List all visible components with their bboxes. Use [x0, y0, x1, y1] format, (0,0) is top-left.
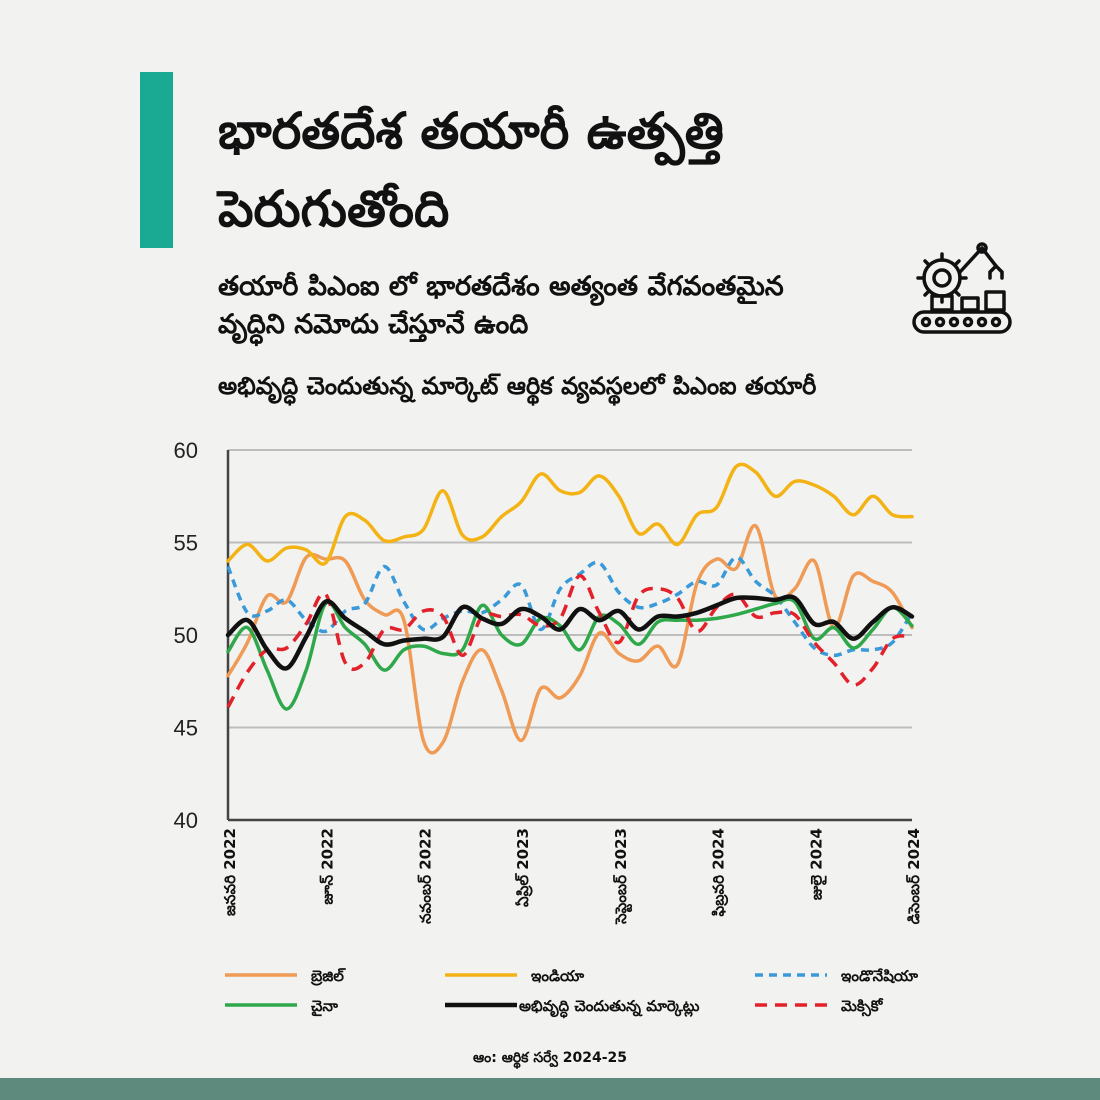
legend-label-china: చైనా — [311, 997, 338, 1017]
x-tick-label: నవంబర్ 2022 — [416, 828, 434, 924]
subtitle: తయారీ పిఎంఐ లో భారతదేశం అత్యంత వేగవంతమైన… — [218, 268, 898, 344]
x-tick-label: ఏప్రిల్ 2023 — [514, 828, 533, 907]
x-tick-label: జులై 2024 — [807, 828, 827, 900]
series-line-brazil — [226, 524, 914, 755]
x-tick-label: డిసెంబర్ 2024 — [905, 828, 923, 924]
page-title: భారతదేశ తయారీ ఉత్పత్తి పెరుగుతోంది — [218, 92, 978, 248]
y-tick-label: 40 — [174, 808, 198, 833]
title-line-1: భారతదేశ తయారీ ఉత్పత్తి — [218, 102, 724, 160]
legend-label-brazil: బ్రెజిల్ — [310, 967, 346, 986]
series-line-emerging-markets — [225, 594, 915, 671]
chart-title: అభివృద్ధి చెందుతున్న మార్కెట్ ఆర్థిక వ్య… — [218, 372, 817, 400]
x-tick-label: సెప్టెంబర్ 2023 — [612, 828, 633, 925]
legend-label-emerging-markets: అభివృద్ధి చెందుతున్న మార్కెట్లు — [519, 997, 699, 1019]
y-tick-label: 45 — [174, 716, 198, 741]
source-note: ఆం: ఆర్థిక సర్వే 2024-25 — [472, 1050, 628, 1066]
x-tick-label: ఫిబ్రవరి 2024 — [710, 828, 729, 916]
series-line-mexico — [226, 574, 913, 708]
y-tick-label: 55 — [174, 531, 198, 556]
x-tick-label: జూన్ 2022 — [319, 828, 337, 905]
legend-label-india: ఇండియా — [531, 967, 585, 985]
legend-label-mexico: మెక్సికో — [841, 997, 884, 1017]
series-line-india — [226, 462, 914, 566]
y-tick-label: 50 — [174, 623, 198, 648]
subtitle-line-1: తయారీ పిఎంఐ లో భారతదేశం అత్యంత వేగవంతమైన — [218, 271, 784, 302]
subtitle-line-2: వృద్ధిని నమోదు చేస్తూనే ఉంది — [218, 309, 529, 340]
title-line-2: పెరుగుతోంది — [218, 180, 450, 238]
bottom-bar — [0, 1078, 1100, 1100]
series-line-indonesia — [226, 555, 914, 658]
x-tick-label: జనవరి 2022 — [221, 828, 239, 916]
accent-bar — [140, 72, 173, 248]
legend-label-indonesia: ఇండొనేషియా — [841, 967, 919, 985]
y-tick-label: 60 — [174, 438, 198, 463]
factory-robot-arm-icon — [910, 240, 1014, 344]
series-line-china — [226, 597, 914, 711]
